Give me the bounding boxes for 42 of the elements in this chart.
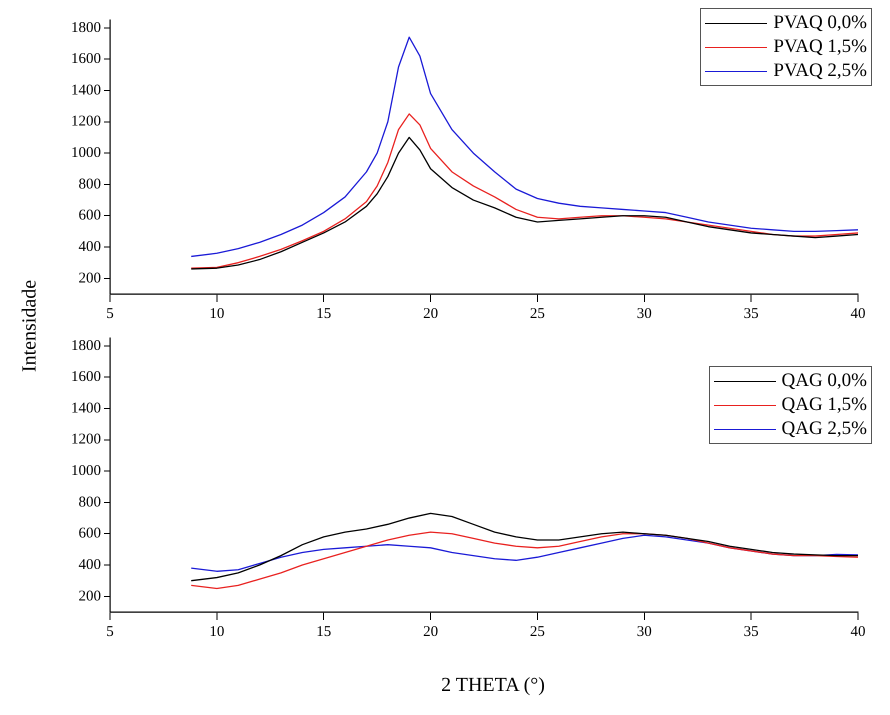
x-tick-label: 10 [209, 624, 224, 640]
y-tick-label: 1400 [71, 400, 101, 416]
x-tick-label: 25 [530, 306, 545, 322]
y-tick-label: 1200 [71, 432, 101, 448]
x-tick-label: 15 [316, 624, 332, 640]
y-tick-label: 1000 [71, 145, 101, 162]
x-tick-label: 20 [423, 624, 438, 640]
y-tick-label: 800 [78, 176, 101, 192]
x-tick-label: 40 [850, 624, 866, 640]
x-tick-label: 15 [316, 306, 332, 322]
x-tick-label: 35 [744, 624, 759, 640]
legend-label: PVAQ 0,0% [773, 11, 867, 35]
x-axis-title: 2 THETA (°) [440, 674, 546, 697]
x-tick-label: 25 [530, 624, 545, 640]
y-tick-label: 1400 [71, 82, 101, 98]
x-tick-label: 10 [209, 306, 224, 322]
x-tick-label: 20 [423, 306, 438, 322]
x-tick-label: 30 [636, 624, 652, 640]
y-tick-label: 1800 [71, 338, 101, 354]
y-tick-label: 400 [78, 238, 101, 255]
y-tick-label: 600 [78, 208, 101, 224]
legend-label: QAG 0,0% [782, 369, 867, 393]
x-tick-label: 40 [850, 306, 866, 322]
y-tick-label: 1800 [71, 20, 101, 36]
x-tick-label: 35 [744, 306, 759, 322]
x-tick-label: 5 [106, 306, 114, 322]
y-tick-label: 1600 [71, 369, 101, 386]
y-tick-label: 1000 [71, 463, 101, 480]
x-tick-label: 5 [106, 624, 114, 640]
y-tick-label: 200 [78, 270, 101, 286]
legend-label: QAG 2,5% [782, 417, 867, 441]
legend-label: PVAQ 1,5% [773, 35, 867, 59]
legend-label: PVAQ 2,5% [773, 59, 867, 83]
legend-label: QAG 1,5% [782, 393, 867, 417]
y-tick-label: 800 [78, 494, 101, 510]
y-tick-label: 600 [78, 526, 101, 542]
y-tick-label: 400 [78, 556, 101, 573]
x-tick-label: 30 [636, 306, 652, 322]
y-tick-label: 200 [78, 588, 101, 604]
y-axis-title: Intensidade [18, 280, 42, 372]
y-tick-label: 1200 [71, 114, 101, 130]
y-tick-label: 1600 [71, 51, 101, 68]
